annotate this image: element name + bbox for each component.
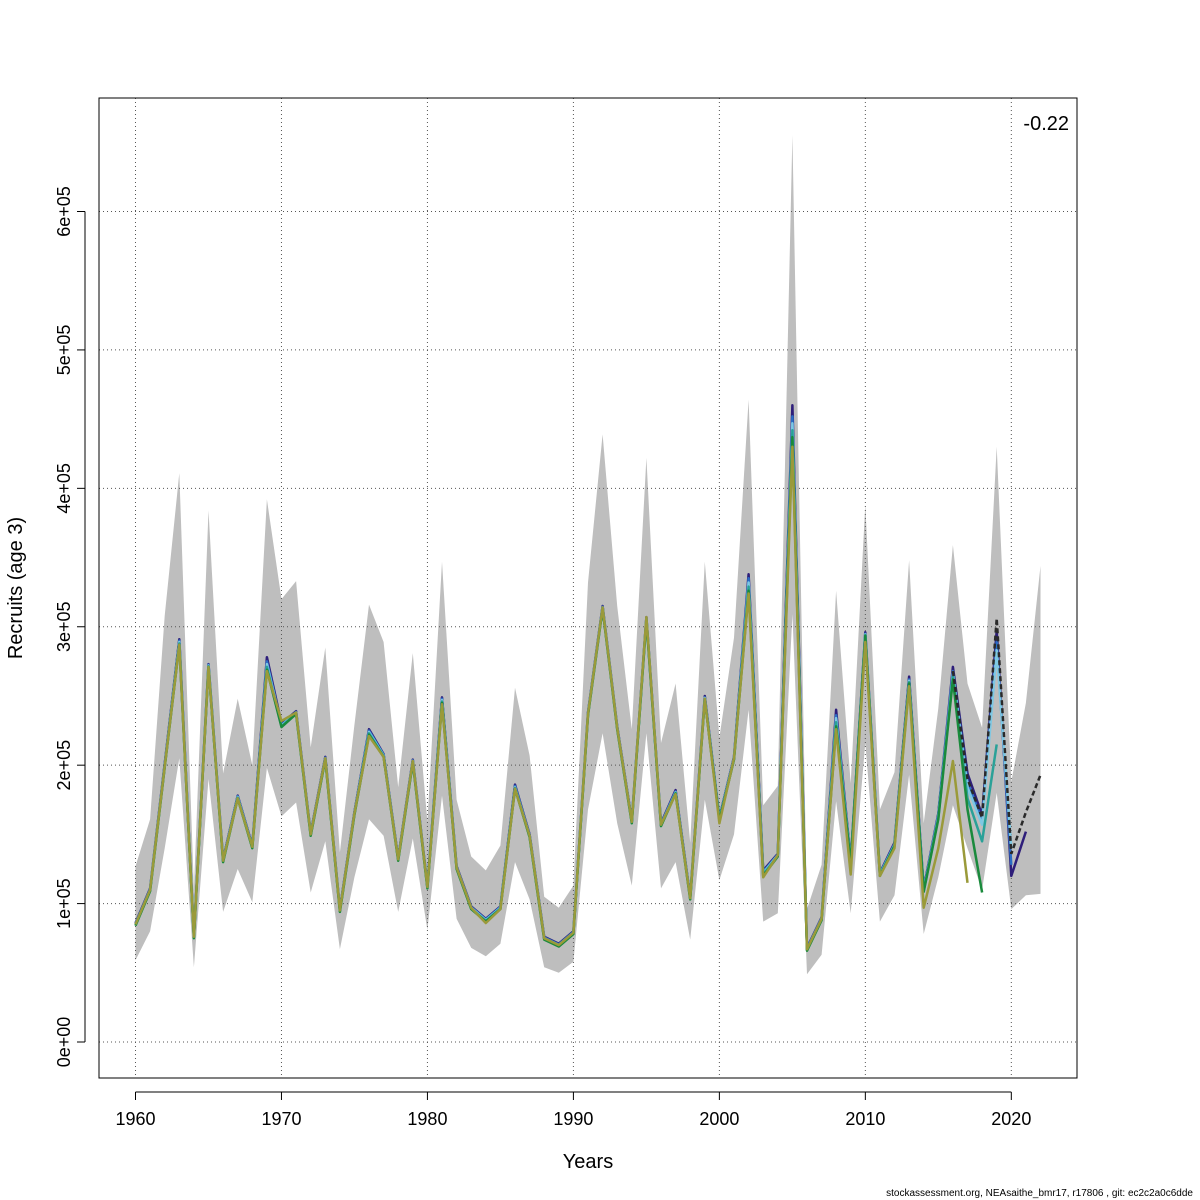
- footer-credit: stockassessment.org, NEAsaithe_bmr17, r1…: [886, 1188, 1193, 1199]
- y-axis: 0e+00 1e+05 2e+05 3e+05 4e+05 5e+05 6e+05: [54, 186, 86, 1068]
- correlation-annotation: -0.22: [1023, 113, 1069, 135]
- x-tick-label: 1970: [261, 1109, 301, 1129]
- x-tick-label: 2010: [845, 1109, 885, 1129]
- y-tick-label: 1e+05: [54, 878, 74, 929]
- series-lines: [134, 404, 1042, 952]
- x-axis: 1960 1970 1980 1990 2000 2010 2020: [115, 1091, 1031, 1129]
- y-tick-label: 6e+05: [54, 186, 74, 237]
- y-axis-title: Recruits (age 3): [5, 517, 27, 659]
- x-tick-label: 1990: [553, 1109, 593, 1129]
- x-tick-label: 2000: [699, 1109, 739, 1129]
- y-tick-label: 0e+00: [54, 1017, 74, 1068]
- x-axis-title: Years: [563, 1151, 613, 1173]
- y-tick-label: 5e+05: [54, 325, 74, 376]
- y-tick-label: 3e+05: [54, 601, 74, 652]
- x-tick-label: 1960: [115, 1109, 155, 1129]
- y-tick-label: 2e+05: [54, 740, 74, 791]
- series-line-6: [134, 445, 969, 951]
- x-tick-label: 2020: [991, 1109, 1031, 1129]
- y-tick-label: 4e+05: [54, 463, 74, 514]
- plot-frame: [98, 97, 1078, 1079]
- x-tick-label: 1980: [407, 1109, 447, 1129]
- projection-line: [951, 618, 1042, 855]
